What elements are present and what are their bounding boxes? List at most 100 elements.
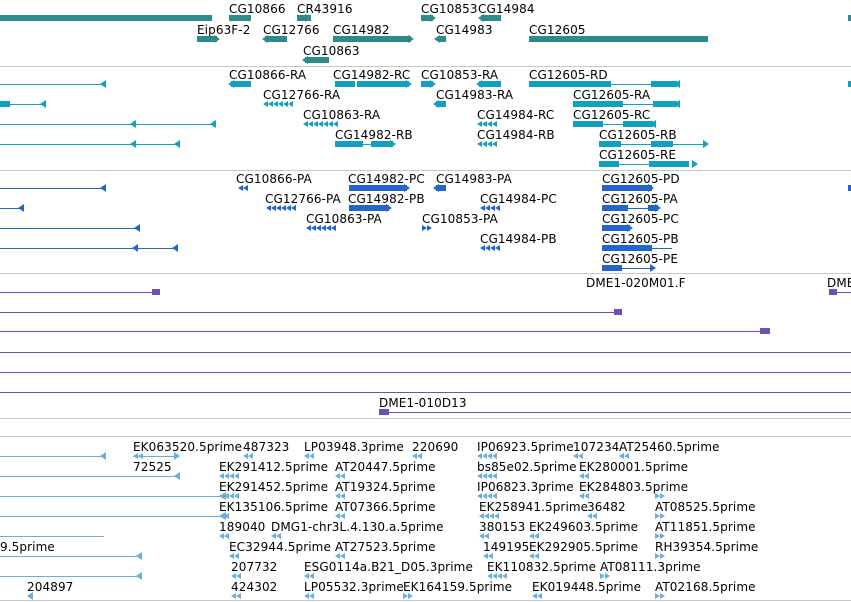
est-label[interactable]: 189040 [219,520,266,534]
exon[interactable] [599,161,619,167]
protein-label[interactable]: CG10863-PA [306,212,382,226]
est-intron[interactable] [0,536,104,537]
exon[interactable] [573,101,623,107]
est-intron[interactable] [0,456,104,457]
bac-clone-line[interactable] [829,292,851,293]
gene-label[interactable]: CR43916 [297,2,353,16]
est-label[interactable]: EK063520.5prime [133,440,243,454]
protein-label[interactable]: CG14982-PC [348,172,425,186]
cds[interactable] [602,185,652,191]
transcript-label[interactable]: CG12605-RE [599,148,677,162]
transcript-label[interactable]: CG14984-RB [477,128,555,142]
est-label[interactable]: AT07366.5prime [335,500,436,514]
cds[interactable] [602,205,628,211]
est-label[interactable]: 207732 [231,560,278,574]
gene-feature[interactable] [0,15,212,21]
est-label[interactable]: AT11851.5prime [655,520,756,534]
transcript-intron[interactable] [603,124,623,125]
bac-end[interactable] [152,289,160,295]
gene-feature[interactable] [848,15,851,21]
cds[interactable] [602,225,630,231]
bac-end[interactable] [760,328,770,334]
est-label[interactable]: AT02168.5prime [655,580,756,594]
est-label[interactable]: EK249603.5prime [529,520,639,534]
transcript-label[interactable]: CG12605-RA [573,88,651,102]
gene-label[interactable]: CG12766 [263,23,320,37]
transcript-label[interactable]: CG14982-RB [335,128,413,142]
gene-label[interactable]: CG10863 [303,44,360,58]
protein-intron[interactable] [652,248,672,249]
protein-intron[interactable] [628,208,648,209]
exon[interactable] [0,101,10,107]
est-label[interactable]: EK291412.5prime [219,460,329,474]
protein-intron[interactable] [0,228,138,229]
est-intron[interactable] [133,456,178,457]
transcript-label[interactable]: CG10863-RA [303,108,381,122]
bac-clone-line[interactable] [0,331,770,332]
transcript-intron[interactable] [673,144,703,145]
bac-clone-line[interactable] [0,292,160,293]
est-label[interactable]: 380153 [479,520,526,534]
gene-feature[interactable] [197,36,217,42]
est-label[interactable]: 36482 [587,500,626,514]
exon[interactable] [599,141,621,147]
cds[interactable] [648,205,658,211]
gene-label[interactable]: CG14982 [333,23,390,37]
transcript-label[interactable]: CG10866-RA [229,68,307,82]
est-intron[interactable] [0,576,140,577]
est-label[interactable]: 9.5prime [0,540,55,554]
est-label[interactable]: 424302 [231,580,278,594]
gene-feature[interactable] [481,15,501,21]
exon[interactable] [623,121,653,127]
est-label[interactable]: EC32944.5prime [229,540,331,554]
bac-clone-line[interactable] [0,312,622,313]
cds[interactable] [602,265,622,271]
gene-label[interactable]: CG10866 [229,2,286,16]
exon[interactable] [335,141,363,147]
est-label[interactable]: AT27523.5prime [335,540,436,554]
est-label[interactable]: 204897 [27,580,74,594]
bac-end[interactable] [614,309,622,315]
protein-label[interactable]: CG14984-PB [480,232,557,246]
cds[interactable] [349,205,389,211]
est-label[interactable]: LP05532.3prime [304,580,404,594]
exon[interactable] [529,81,611,87]
est-label[interactable]: DMG1-chr3L.4.130.a.5prime [271,520,444,534]
est-intron[interactable] [0,516,224,517]
transcript-intron[interactable] [0,104,44,105]
bac-label[interactable]: DME [827,276,851,290]
cds[interactable] [436,185,446,191]
gene-feature[interactable] [333,36,411,42]
transcript-label[interactable]: CG14984-RC [477,108,555,122]
protein-label[interactable]: CG12605-PC [602,212,679,226]
est-label[interactable]: EK280001.5prime [579,460,689,474]
exon[interactable] [651,81,677,87]
gene-label[interactable]: CG10853 [421,2,478,16]
transcript-label[interactable]: CG14982-RC [333,68,411,82]
cds[interactable] [349,185,407,191]
exon[interactable] [436,101,446,107]
est-label[interactable]: EK284803.5prime [579,480,689,494]
est-label[interactable]: 487323 [243,440,290,454]
est-intron[interactable] [0,476,178,477]
transcript-intron[interactable] [621,144,651,145]
est-label[interactable]: ESG0114a.B21_D05.3prime [304,560,473,574]
gene-label[interactable]: CG14983 [436,23,493,37]
transcript-label[interactable]: CG14983-RA [436,88,514,102]
bac-label[interactable]: DME1-020M01.F [586,276,686,290]
est-label[interactable]: EK164159.5prime [403,580,513,594]
protein-intron[interactable] [0,248,176,249]
gene-label[interactable]: Eip63F-2 [197,23,251,37]
est-label[interactable]: LP03948.3prime [304,440,404,454]
transcript-intron[interactable] [623,104,653,105]
bac-clone-line[interactable] [0,372,851,373]
est-intron[interactable] [0,496,224,497]
protein-label[interactable]: CG12605-PA [602,192,678,206]
protein-label[interactable]: CG10853-PA [422,212,498,226]
cds[interactable] [602,245,652,251]
exon[interactable] [231,81,251,87]
protein-label[interactable]: CG12605-PB [602,232,679,246]
est-label[interactable]: 72525 [133,460,172,474]
transcript-intron[interactable] [619,164,649,165]
gene-feature[interactable] [421,15,433,21]
